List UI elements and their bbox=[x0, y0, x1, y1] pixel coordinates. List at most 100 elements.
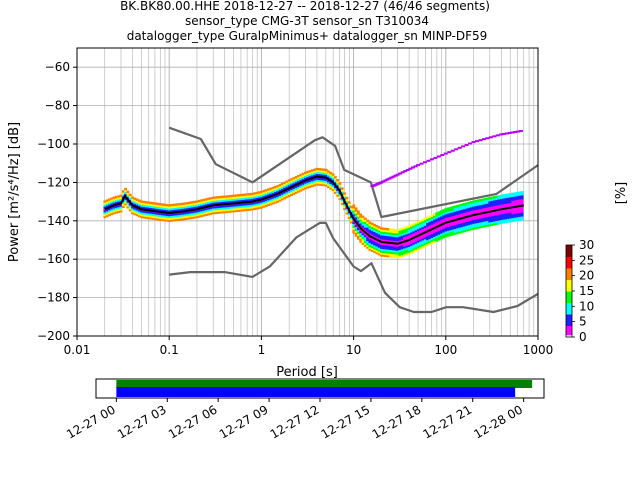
heatmap-cell bbox=[276, 186, 280, 190]
heatmap-cell bbox=[248, 196, 252, 200]
heatmap-cell bbox=[458, 206, 462, 209]
heatmap-cell bbox=[410, 230, 413, 233]
heatmap-cell bbox=[366, 236, 370, 240]
heatmap-cell bbox=[246, 195, 250, 198]
y-tick-label: −80 bbox=[45, 99, 70, 113]
heatmap-cell bbox=[368, 242, 372, 246]
heatmap-cell bbox=[469, 208, 473, 212]
heatmap-cell bbox=[449, 224, 453, 227]
heatmap-cell bbox=[451, 231, 455, 234]
heatmap-cell bbox=[248, 192, 252, 196]
x-tick-label: 100 bbox=[434, 343, 457, 357]
heatmap-cell bbox=[506, 195, 510, 198]
extreme-high-marker bbox=[416, 164, 421, 167]
heatmap-cell bbox=[513, 194, 517, 197]
heatmap-cell bbox=[446, 234, 450, 237]
heatmap-cell bbox=[324, 182, 328, 185]
heatmap-cell bbox=[250, 202, 254, 205]
colorbar-segment bbox=[566, 277, 572, 280]
heatmap-cell bbox=[271, 190, 275, 193]
heatmap-cell bbox=[458, 219, 462, 222]
heatmap-cell bbox=[442, 235, 446, 239]
heatmap-cell bbox=[463, 208, 466, 212]
heatmap-cell bbox=[509, 214, 512, 217]
heatmap-cell bbox=[363, 232, 367, 236]
heatmap-cell bbox=[486, 216, 489, 220]
heatmap-cell bbox=[426, 224, 429, 227]
heatmap-cell bbox=[373, 243, 376, 246]
heatmap-cell bbox=[359, 234, 363, 237]
heatmap-cell bbox=[357, 225, 360, 229]
heatmap-cell bbox=[506, 204, 510, 208]
heatmap-cell bbox=[421, 230, 425, 233]
heatmap-cell bbox=[456, 229, 459, 233]
heatmap-cell bbox=[103, 202, 107, 205]
heatmap-cell bbox=[393, 255, 397, 259]
heatmap-cell bbox=[361, 230, 365, 234]
heatmap-cell bbox=[451, 225, 455, 228]
heatmap-cell bbox=[117, 210, 121, 214]
heatmap-cell bbox=[310, 171, 314, 174]
heatmap-cell bbox=[250, 208, 254, 211]
heatmap-cell bbox=[416, 247, 420, 251]
heatmap-cell bbox=[253, 194, 257, 197]
heatmap-cell bbox=[430, 216, 434, 219]
heatmap-cell bbox=[246, 198, 250, 202]
heatmap-cell bbox=[492, 201, 496, 205]
heatmap-cell bbox=[234, 209, 238, 213]
heatmap-cell bbox=[260, 196, 263, 199]
heatmap-cell bbox=[458, 227, 462, 230]
heatmap-cell bbox=[486, 203, 489, 206]
heatmap-cell bbox=[147, 207, 151, 210]
heatmap-cell bbox=[133, 197, 137, 200]
heatmap-cell bbox=[306, 170, 310, 174]
heatmap-cell bbox=[108, 202, 111, 205]
heatmap-cell bbox=[439, 225, 443, 228]
heatmap-cell bbox=[426, 222, 429, 225]
heatmap-cell bbox=[460, 203, 464, 206]
heatmap-cell bbox=[509, 208, 512, 211]
heatmap-cell bbox=[264, 191, 268, 194]
heatmap-cell bbox=[248, 202, 252, 205]
heatmap-cell bbox=[488, 197, 492, 200]
heatmap-cell bbox=[207, 199, 210, 202]
heatmap-cell bbox=[317, 179, 321, 182]
heatmap-cell bbox=[267, 199, 270, 203]
heatmap-cell bbox=[327, 179, 330, 183]
heatmap-cell bbox=[359, 219, 363, 222]
colorbar-segment bbox=[566, 300, 572, 303]
heatmap-cell bbox=[416, 242, 420, 245]
heatmap-cell bbox=[329, 177, 333, 181]
heatmap-cell bbox=[184, 204, 187, 207]
heatmap-cell bbox=[449, 216, 453, 219]
heatmap-cell bbox=[463, 218, 466, 221]
heatmap-cell bbox=[112, 211, 116, 215]
heatmap-cell bbox=[419, 242, 423, 246]
heatmap-cell bbox=[433, 221, 436, 224]
heatmap-cell bbox=[363, 240, 367, 243]
heatmap-cell bbox=[520, 210, 524, 213]
heatmap-cell bbox=[131, 209, 134, 213]
heatmap-cell bbox=[453, 209, 457, 212]
heatmap-cell bbox=[232, 196, 236, 199]
heatmap-cell bbox=[103, 215, 107, 219]
heatmap-cell bbox=[483, 209, 487, 212]
heatmap-cell bbox=[179, 206, 183, 210]
heatmap-cell bbox=[149, 213, 153, 216]
heatmap-cell bbox=[449, 212, 453, 215]
heatmap-cell bbox=[405, 249, 409, 252]
heatmap-cell bbox=[110, 208, 114, 212]
heatmap-cell bbox=[294, 187, 298, 190]
heatmap-cell bbox=[121, 205, 125, 208]
heatmap-cell bbox=[483, 221, 487, 224]
timeline-tick-label: 12-27 21 bbox=[421, 402, 475, 441]
heatmap-cell bbox=[467, 201, 471, 205]
heatmap-cell bbox=[207, 213, 210, 216]
heatmap-cell bbox=[516, 213, 519, 216]
heatmap-cell bbox=[135, 211, 139, 215]
heatmap-cell bbox=[262, 191, 266, 195]
heatmap-cell bbox=[327, 185, 330, 189]
heatmap-cell bbox=[492, 217, 496, 220]
heatmap-cell bbox=[359, 238, 363, 241]
heatmap-cell bbox=[191, 205, 194, 208]
